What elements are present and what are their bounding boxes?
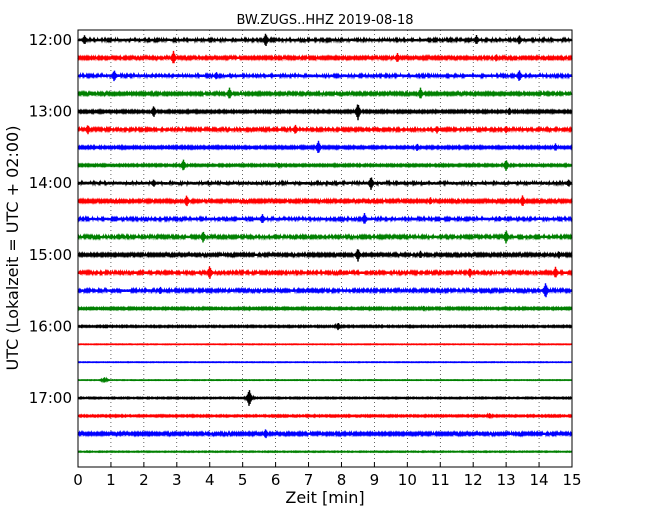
- plot-frame: [77, 29, 573, 468]
- x-tick-label: 11: [431, 471, 450, 489]
- trace-group: [77, 33, 573, 454]
- trace-1345: [77, 159, 573, 171]
- trace-1615: [77, 342, 573, 346]
- trace-1300: [77, 104, 573, 121]
- y-axis-ticks: 12:00 13:00 14:00 15:00 16:00 17:00: [29, 31, 83, 407]
- x-tick-label: 15: [562, 471, 581, 489]
- x-tick-label: 13: [497, 471, 516, 489]
- y-tick-label: 15:00: [29, 246, 72, 264]
- y-tick-label: 14:00: [29, 174, 72, 192]
- trace-1645: [77, 376, 573, 384]
- y-tick-label: 12:00: [29, 31, 72, 49]
- trace-1245: [77, 87, 573, 99]
- trace-1630: [77, 360, 573, 364]
- trace-1445: [77, 231, 573, 244]
- trace-1530: [77, 283, 573, 298]
- y-tick-label: 17:00: [29, 389, 72, 407]
- trace-1215: [77, 50, 573, 64]
- x-tick-label: 14: [530, 471, 549, 489]
- trace-1430: [77, 213, 573, 224]
- trace-1200: [77, 33, 573, 47]
- x-tick-label: 2: [139, 471, 149, 489]
- trace-1515: [77, 266, 573, 279]
- grid-lines: [110, 30, 540, 467]
- trace-1730: [77, 429, 573, 439]
- x-tick-label: 0: [73, 471, 83, 489]
- x-axis-label: Zeit [min]: [285, 488, 364, 507]
- trace-1545: [77, 305, 573, 313]
- trace-1500: [77, 249, 573, 262]
- trace-1230: [77, 70, 573, 82]
- x-tick-label: 6: [271, 471, 281, 489]
- trace-1600: [77, 322, 573, 331]
- chart-title: BW.ZUGS..HHZ 2019-08-18: [236, 13, 413, 28]
- x-tick-label: 3: [172, 471, 182, 489]
- x-tick-label: 4: [205, 471, 215, 489]
- trace-1315: [77, 124, 573, 135]
- trace-1400: [77, 177, 573, 190]
- y-tick-label: 16:00: [29, 317, 72, 335]
- trace-1715: [77, 412, 573, 420]
- x-tick-label: 7: [304, 471, 314, 489]
- trace-1700: [77, 390, 573, 406]
- x-axis-ticks: 0 1 2 3 4 5 6 7 8 9 10 11 12 13 14 15: [73, 462, 582, 489]
- trace-1415: [77, 195, 573, 207]
- x-tick-label: 12: [464, 471, 483, 489]
- trace-1745: [77, 449, 573, 454]
- y-tick-label: 13:00: [29, 103, 72, 121]
- y-axis-label: UTC (Lokalzeit = UTC + 02:00): [3, 126, 22, 371]
- x-tick-label: 8: [337, 471, 347, 489]
- x-tick-label: 10: [398, 471, 417, 489]
- x-tick-label: 1: [106, 471, 116, 489]
- trace-1330: [77, 140, 573, 154]
- x-tick-label: 5: [238, 471, 248, 489]
- x-tick-label: 9: [370, 471, 380, 489]
